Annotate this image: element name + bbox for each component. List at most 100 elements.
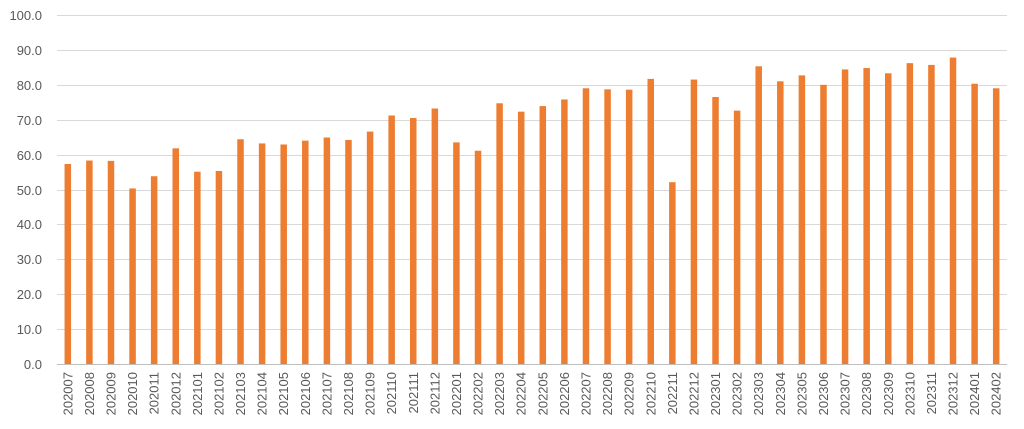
bar-202310 — [906, 63, 914, 364]
bar-202008 — [86, 160, 93, 364]
bar-202303 — [755, 66, 762, 365]
x-tick-label: 202106 — [298, 372, 313, 415]
x-tick-label: 202010 — [125, 372, 140, 415]
bar-202206 — [561, 99, 568, 365]
bar-202210 — [647, 78, 654, 365]
bar-202202 — [474, 150, 482, 364]
x-tick-label: 202110 — [384, 372, 399, 414]
bar-202402 — [992, 88, 1000, 364]
bar-202110 — [388, 115, 395, 364]
x-tick-label: 202109 — [363, 372, 378, 415]
y-tick-label: 100.0 — [9, 8, 42, 23]
x-tick-label: 202105 — [276, 372, 291, 415]
x-tick-label: 202007 — [60, 372, 75, 415]
bar-202301 — [712, 97, 719, 364]
y-tick-label: 50.0 — [17, 183, 42, 198]
x-tick-label: 202011 — [147, 372, 162, 414]
y-tick-label: 10.0 — [17, 322, 42, 337]
y-tick-label: 30.0 — [17, 252, 42, 267]
bar-202107 — [323, 137, 331, 364]
bar-202212 — [690, 79, 698, 364]
x-tick-label: 202103 — [233, 372, 248, 415]
x-tick-label: 202102 — [211, 372, 226, 415]
y-tick-label: 80.0 — [17, 78, 42, 93]
bar-202102 — [215, 171, 223, 364]
x-tick-label: 202111 — [406, 372, 421, 413]
x-tick-label: 202107 — [319, 372, 334, 415]
x-tick-label: 202305 — [794, 372, 809, 415]
bar-202307 — [841, 69, 849, 364]
bar-202304 — [777, 81, 784, 364]
x-tick-label: 202304 — [773, 372, 788, 415]
bars — [64, 57, 1000, 365]
x-tick-label: 202311 — [924, 372, 939, 414]
bar-202109 — [366, 131, 374, 364]
bar-202209 — [625, 89, 633, 364]
x-tick-label: 202206 — [557, 372, 572, 415]
x-tick-label: 202202 — [471, 372, 486, 415]
x-tick-label: 202101 — [190, 372, 205, 415]
x-tick-label: 202210 — [643, 372, 658, 415]
x-tick-label: 202009 — [103, 372, 118, 415]
x-axis-tick-labels: 202007 202008 202009 202010 202011 202012 2021… — [60, 372, 1003, 415]
bar-202009 — [107, 160, 115, 364]
x-tick-label: 202306 — [816, 372, 831, 415]
x-tick-label: 202401 — [967, 372, 982, 415]
bar-202306 — [820, 84, 827, 365]
bar-202308 — [863, 68, 870, 365]
y-axis-tick-labels: 0.0 10.0 20.0 30.0 40.0 50.0 60.0 70.0 80.0 90.0 1… — [9, 8, 42, 372]
gridlines — [57, 15, 1007, 330]
x-tick-label: 202402 — [989, 372, 1004, 415]
bar-202012 — [172, 148, 179, 364]
y-tick-label: 40.0 — [17, 217, 42, 232]
bar-202105 — [280, 144, 287, 364]
x-tick-label: 202207 — [578, 372, 593, 415]
bar-202111 — [410, 117, 417, 365]
x-tick-label: 202201 — [449, 372, 464, 415]
bar-202204 — [517, 111, 525, 364]
bar-202309 — [885, 73, 892, 364]
y-tick-label: 0.0 — [24, 357, 42, 372]
bar-202205 — [539, 106, 547, 364]
bar-202201 — [453, 142, 460, 364]
bar-202010 — [129, 188, 136, 364]
x-tick-label: 202310 — [902, 372, 917, 415]
bar-202207 — [582, 88, 590, 364]
bar-202203 — [496, 103, 503, 365]
x-tick-label: 202209 — [622, 372, 637, 415]
x-tick-label: 202204 — [514, 372, 529, 415]
x-tick-label: 202012 — [168, 372, 183, 415]
bar-202311 — [928, 64, 935, 364]
bar-202108 — [345, 139, 352, 364]
bar-202208 — [604, 89, 611, 364]
x-tick-label: 202112 — [427, 372, 442, 414]
x-tick-label: 202203 — [492, 372, 507, 415]
bar-202101 — [194, 171, 201, 364]
y-tick-label: 60.0 — [17, 148, 42, 163]
bar-202007 — [64, 164, 72, 364]
bar-202112 — [431, 108, 439, 364]
x-tick-label: 202104 — [255, 372, 270, 415]
bar-202302 — [733, 110, 741, 364]
bar-202401 — [971, 83, 978, 364]
bar-202011 — [150, 176, 158, 364]
x-tick-label: 202303 — [751, 372, 766, 415]
x-tick-label: 202301 — [708, 372, 723, 415]
x-tick-label: 202312 — [946, 372, 961, 415]
x-tick-label: 202309 — [881, 372, 896, 415]
bar-202211 — [669, 182, 676, 364]
y-tick-label: 20.0 — [17, 287, 42, 302]
x-tick-label: 202212 — [686, 372, 701, 415]
y-tick-label: 70.0 — [17, 113, 42, 128]
x-tick-label: 202205 — [535, 372, 550, 415]
x-tick-label: 202211 — [665, 372, 680, 414]
x-tick-label: 202308 — [859, 372, 874, 415]
bar-202106 — [302, 140, 309, 364]
bar-202103 — [237, 139, 244, 364]
x-tick-label: 202108 — [341, 372, 356, 415]
bar-202305 — [798, 75, 806, 364]
x-tick-label: 202302 — [730, 372, 745, 415]
x-tick-label: 202008 — [82, 372, 97, 415]
y-tick-label: 90.0 — [17, 43, 42, 58]
